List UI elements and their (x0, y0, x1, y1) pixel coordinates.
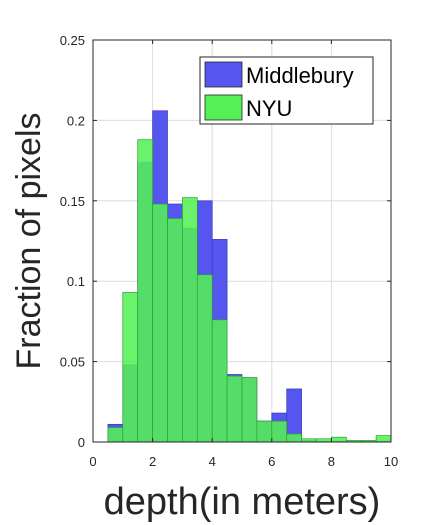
nyu-bar-12 (286, 433, 302, 443)
x-axis-label: depth(in meters) (104, 481, 381, 523)
plot-border (92, 39, 392, 443)
y-tick-label-2: 0.1 (67, 274, 85, 289)
nyu-bar-6 (196, 274, 213, 443)
nyu-bar-2 (137, 139, 153, 443)
x-tick-label-1: 2 (149, 454, 156, 469)
nyu-bar-4 (167, 218, 183, 443)
y-tick-label-5: 0.25 (60, 33, 85, 48)
legend: Middlebury NYU (199, 56, 374, 125)
nyu-bar-1 (122, 292, 139, 443)
legend-label-middlebury: Middlebury (246, 63, 354, 88)
x-tick-label-4: 8 (328, 454, 335, 469)
x-tick-label-2: 4 (209, 454, 216, 469)
legend-swatch-nyu (204, 94, 243, 121)
nyu-bar-8 (226, 375, 243, 443)
x-tick-label-0: 0 (89, 454, 96, 469)
y-tick-label-1: 0.05 (60, 355, 85, 370)
x-tick-label-3: 6 (268, 454, 275, 469)
y-tick-label-0: 0 (78, 435, 85, 450)
y-tick-label-4: 0.2 (67, 113, 85, 128)
nyu-bar-15 (331, 436, 347, 443)
x-tick-label-5: 10 (384, 454, 398, 469)
legend-swatch-middlebury (204, 61, 243, 88)
nyu-bar-7 (211, 319, 228, 443)
nyu-bar-10 (256, 420, 273, 443)
nyu-bar-0 (107, 427, 124, 443)
nyu-bar-18 (375, 435, 392, 443)
nyu-bar-3 (152, 203, 168, 443)
axis-ticks: 0 2 4 6 8 10 0 0.05 0.1 0.15 0.2 0.25 (60, 33, 399, 469)
nyu-bar-11 (271, 420, 288, 443)
y-axis-label: Fraction of pixels (10, 113, 48, 370)
nyu-bars (107, 139, 392, 443)
legend-label-nyu: NYU (246, 96, 292, 121)
y-tick-label-3: 0.15 (60, 194, 85, 209)
nyu-bar-5 (182, 197, 198, 443)
nyu-bar-9 (241, 377, 258, 443)
